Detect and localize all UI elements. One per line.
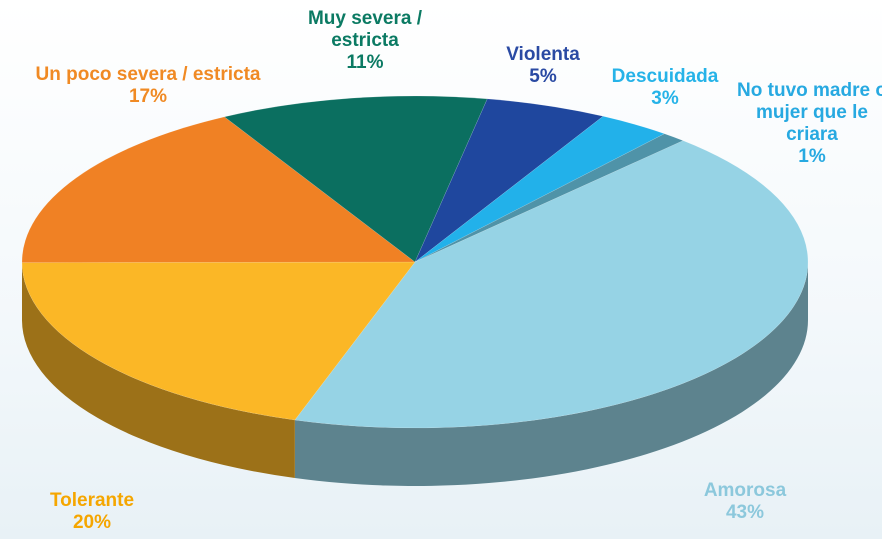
value-label: 5% [529,66,557,87]
slice [21,261,416,421]
slice [294,140,809,429]
slice-label: Violenta 5% [483,44,603,88]
slice-label: No tuvo madre o mujer que le criara 1% [732,80,882,168]
category-label: Muy severa / estricta [307,8,423,51]
slice-label: Muy severa / estricta 11% [275,8,455,74]
slice [21,116,416,263]
slice [414,133,684,263]
value-label: 20% [72,512,112,533]
category-label: Amorosa [703,480,787,501]
slice-label: Descuidada 3% [595,66,735,110]
slice-label: Amorosa 43% [670,480,820,524]
category-label: Un poco severa / estricta [35,64,261,85]
category-label: Violenta [506,44,580,65]
slice-label: Tolerante 20% [22,490,162,534]
value-label: 43% [725,502,765,523]
slice [414,98,604,263]
slice [414,115,666,263]
value-label: 1% [798,146,826,167]
slice [223,95,488,263]
value-label: 17% [128,86,168,107]
category-label: No tuvo madre o mujer que le criara [737,80,882,145]
category-label: Tolerante [49,490,135,511]
category-label: Descuidada [611,66,719,87]
slice-side [22,262,295,479]
value-label: 3% [651,88,679,109]
slice-side [294,262,809,486]
slice-label: Un poco severa / estricta 17% [33,64,263,108]
value-label: 11% [346,52,384,73]
